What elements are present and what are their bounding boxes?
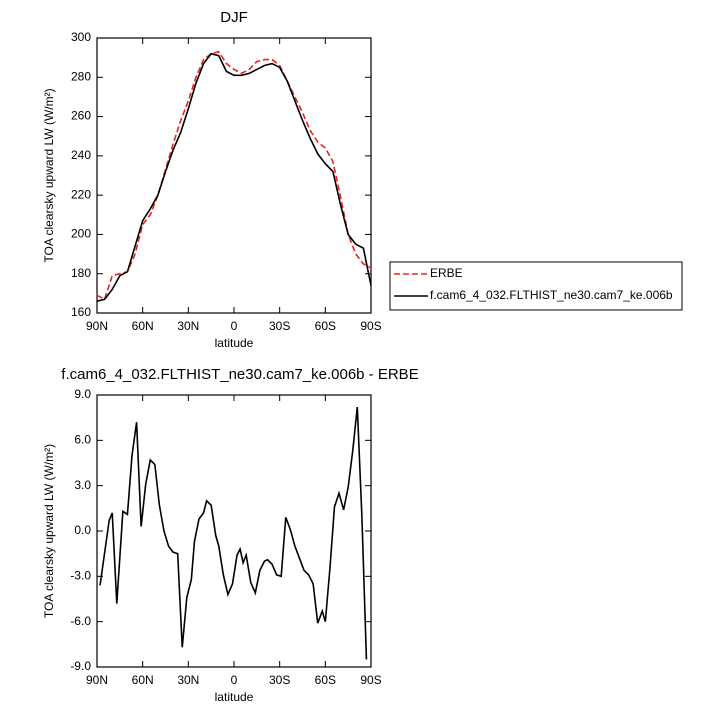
y-axis-label: TOA clearsky upward LW (W/m²) [42, 444, 56, 618]
x-axis-label: latitude [215, 690, 254, 704]
x-tick-label: 60N [132, 673, 154, 687]
y-axis-label: TOA clearsky upward LW (W/m²) [42, 88, 56, 262]
x-tick-label: 30N [177, 319, 199, 333]
y-tick-label: 6.0 [74, 433, 91, 447]
y-tick-label: 200 [71, 227, 91, 241]
y-tick-label: 300 [71, 30, 91, 44]
data-line [96, 50, 372, 301]
y-tick-label: 240 [71, 148, 91, 162]
x-axis-label: latitude [215, 336, 254, 350]
y-tick-label: 3.0 [74, 478, 91, 492]
x-tick-label: 30N [177, 673, 199, 687]
y-tick-label: 9.0 [74, 387, 91, 401]
legend-label: f.cam6_4_032.FLTHIST_ne30.cam7_ke.006b [430, 288, 673, 302]
x-tick-label: 90N [86, 673, 108, 687]
y-tick-label: 260 [71, 109, 91, 123]
chart-title: f.cam6_4_032.FLTHIST_ne30.cam7_ke.006b -… [61, 366, 418, 383]
x-tick-label: 0 [231, 319, 238, 333]
x-tick-label: 60N [132, 319, 154, 333]
y-tick-label: -6.0 [70, 614, 91, 628]
x-tick-label: 60S [315, 319, 336, 333]
legend-box [389, 261, 683, 311]
legend-label: ERBE [430, 266, 463, 280]
chart-title: DJF [220, 9, 248, 26]
x-tick-label: 30S [269, 319, 290, 333]
y-tick-label: -9.0 [70, 659, 91, 673]
x-tick-label: 90N [86, 319, 108, 333]
x-tick-label: 30S [269, 673, 290, 687]
y-tick-label: 280 [71, 69, 91, 83]
y-tick-label: 180 [71, 266, 91, 280]
y-tick-label: 0.0 [74, 523, 91, 537]
plot-frame [96, 394, 372, 668]
data-line [99, 407, 368, 660]
y-tick-label: 160 [71, 305, 91, 319]
x-tick-label: 60S [315, 673, 336, 687]
y-tick-label: 220 [71, 187, 91, 201]
x-tick-label: 90S [360, 673, 381, 687]
plot-frame [96, 37, 372, 314]
x-tick-label: 90S [360, 319, 381, 333]
y-tick-label: -3.0 [70, 569, 91, 583]
x-tick-label: 0 [231, 673, 238, 687]
data-line [96, 52, 372, 302]
